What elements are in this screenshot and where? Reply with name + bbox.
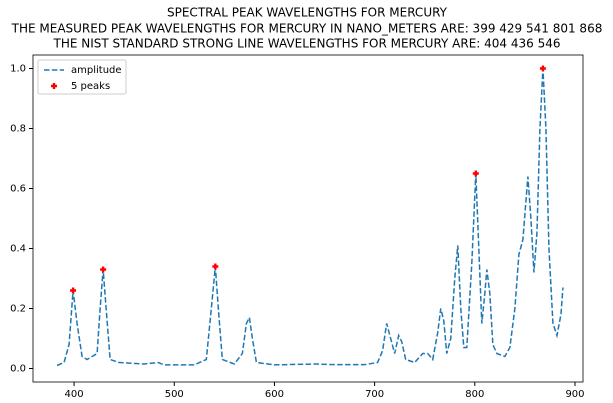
y-tick-label: 0.6 xyxy=(10,184,26,195)
peak-marker xyxy=(539,65,546,72)
peak-marker xyxy=(70,287,77,294)
x-tick-label: 700 xyxy=(365,389,384,400)
x-tick-label: 600 xyxy=(265,389,284,400)
y-tick-label: 0.2 xyxy=(10,304,26,315)
plot-frame xyxy=(32,54,584,383)
x-tick-label: 400 xyxy=(65,389,84,400)
chart-subtitle: THE MEASURED PEAK WAVELENGTHS FOR MERCUR… xyxy=(11,22,603,36)
peak-marker xyxy=(100,266,107,273)
y-tick-label: 1.0 xyxy=(10,64,26,75)
legend-label: amplitude xyxy=(71,65,122,76)
legend-swatch xyxy=(51,83,57,90)
peak-marker xyxy=(212,263,219,270)
peak-marker xyxy=(472,170,479,177)
y-tick-label: 0.8 xyxy=(10,124,26,135)
legend-label: 5 peaks xyxy=(71,81,110,92)
chart-subtitle: THE NIST STANDARD STRONG LINE WAVELENGTH… xyxy=(53,37,561,51)
y-tick-label: 0.4 xyxy=(10,244,26,255)
y-tick-label: 0.0 xyxy=(10,364,26,375)
data-line xyxy=(56,68,564,367)
x-tick-label: 500 xyxy=(165,389,184,400)
chart-title: SPECTRAL PEAK WAVELENGTHS FOR MERCURY xyxy=(167,6,448,20)
legend-box xyxy=(37,59,127,95)
x-tick-label: 900 xyxy=(565,389,584,400)
x-tick-label: 800 xyxy=(465,389,484,400)
